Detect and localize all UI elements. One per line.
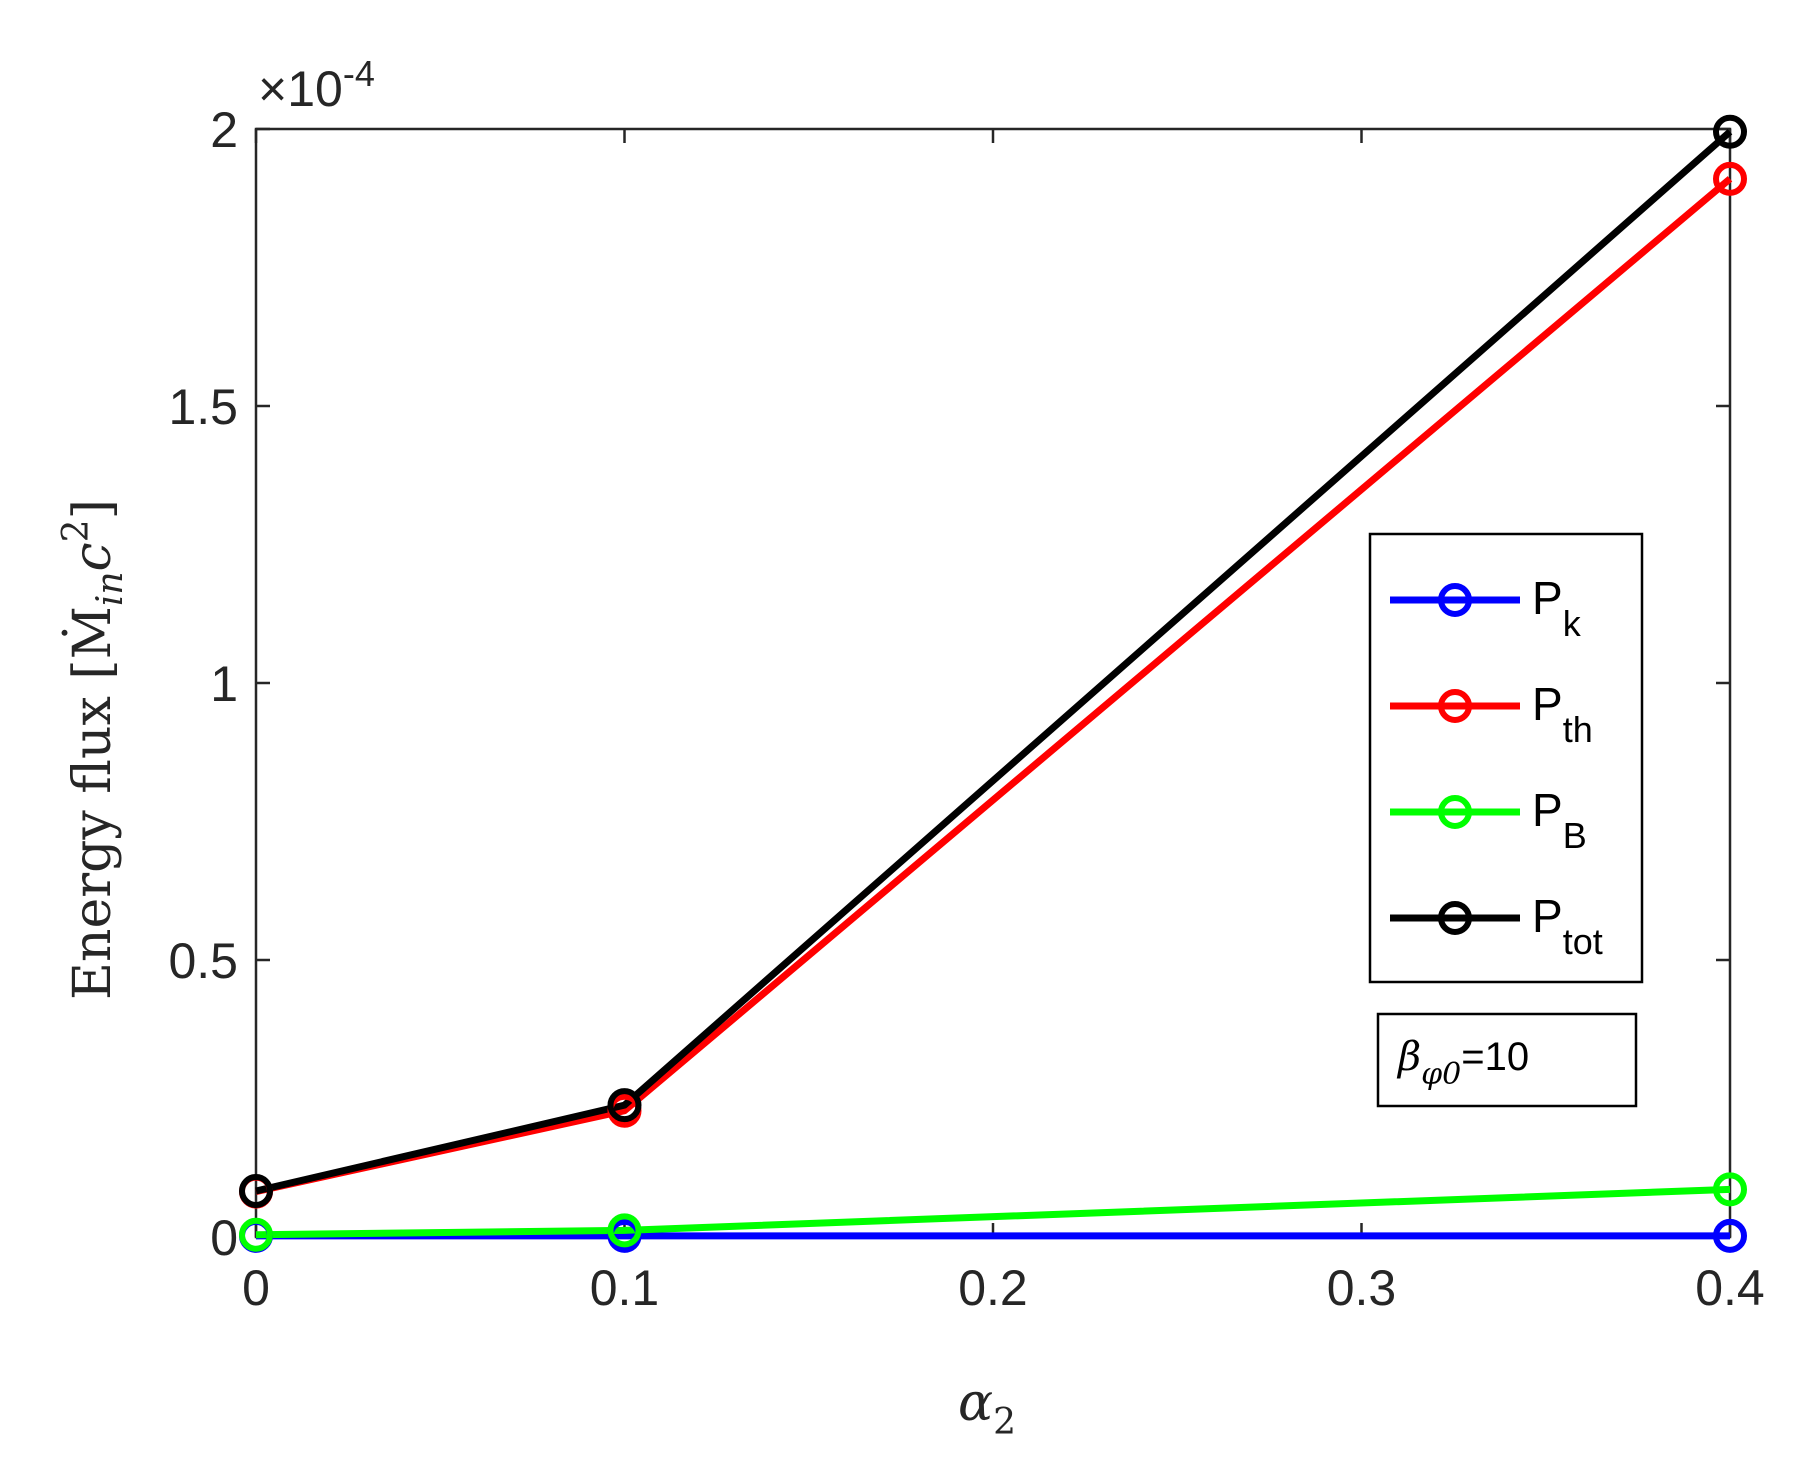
annotation-value: =10 bbox=[1461, 1035, 1529, 1079]
annotation-box bbox=[1376, 1012, 1638, 1108]
series-markers bbox=[239, 114, 1747, 1253]
annotation-sub: φ0 bbox=[1421, 1057, 1461, 1092]
legend-swatch-marker bbox=[1438, 689, 1472, 723]
series-point-B bbox=[1713, 1172, 1747, 1207]
legend-label: PB bbox=[1532, 784, 1587, 856]
annotation-text: βφ0=10 bbox=[1396, 1034, 1529, 1092]
legend-label: Pk bbox=[1532, 572, 1582, 644]
x-axis-label: α2 bbox=[958, 1373, 1016, 1443]
legend-label-main: P bbox=[1532, 890, 1563, 942]
series-point-tot bbox=[607, 1088, 642, 1123]
series-line-B bbox=[255, 1185, 1731, 1239]
series-point-tot bbox=[1713, 114, 1747, 149]
y-tick-label: 0.5 bbox=[168, 933, 238, 989]
legend-label-sub: k bbox=[1563, 603, 1582, 644]
legend-label: Ptot bbox=[1532, 890, 1603, 962]
legend-box bbox=[1368, 532, 1644, 984]
parameter-annotation: βφ0=10 bbox=[1376, 1012, 1638, 1108]
series-lines bbox=[255, 129, 1733, 1240]
legend-label: Pth bbox=[1532, 678, 1593, 750]
y-axis-label-close: ] bbox=[63, 499, 123, 519]
legend-swatch-marker bbox=[1438, 795, 1472, 829]
x-tick-label: 0.1 bbox=[590, 1260, 660, 1316]
legend-label-sub: tot bbox=[1563, 921, 1603, 962]
series-line-tot bbox=[255, 129, 1733, 1195]
y-axis-label-main: Energy flux [Ṁ bbox=[62, 606, 123, 1000]
legend-label-main: P bbox=[1532, 784, 1563, 836]
series-point-B bbox=[239, 1217, 273, 1252]
y-tick-label: 1.5 bbox=[168, 379, 238, 435]
legend-label-main: P bbox=[1532, 678, 1563, 730]
series-point-k bbox=[1713, 1218, 1747, 1253]
series-point-B bbox=[607, 1213, 642, 1248]
x-tick-label: 0.2 bbox=[958, 1260, 1028, 1316]
y-tick-labels: 0 0.5 1 1.5 2 bbox=[168, 102, 238, 1266]
x-tick-label: 0 bbox=[242, 1260, 270, 1316]
series-point-th bbox=[1713, 161, 1747, 196]
y-tick-label: 0 bbox=[210, 1210, 238, 1266]
y-tick-label: 1 bbox=[210, 656, 238, 712]
series-point-tot bbox=[239, 1174, 273, 1209]
y-tick-label: 2 bbox=[210, 102, 238, 158]
annotation-symbol: β bbox=[1396, 1034, 1421, 1080]
x-axis-label-main: α bbox=[958, 1373, 993, 1433]
y-exponent-power: -4 bbox=[343, 53, 375, 94]
y-axis-label-tail: c bbox=[63, 542, 123, 571]
y-axis-label-sup: 2 bbox=[56, 519, 97, 542]
x-tick-labels: 0 0.1 0.2 0.3 0.4 bbox=[242, 1260, 1765, 1316]
x-tick-label: 0.3 bbox=[1327, 1260, 1397, 1316]
y-axis-label: Energy flux [Ṁinc2] bbox=[56, 499, 131, 1000]
legend-swatch-marker bbox=[1438, 583, 1472, 617]
x-tick-label: 0.4 bbox=[1695, 1260, 1765, 1316]
legend-label-main: P bbox=[1532, 572, 1563, 624]
legend-label-sub: B bbox=[1563, 815, 1587, 856]
y-exponent-base: ×10 bbox=[258, 61, 343, 117]
y-exponent-label: ×10-4 bbox=[258, 53, 375, 117]
x-axis-label-sub: 2 bbox=[993, 1402, 1016, 1443]
legend-swatch-marker bbox=[1438, 901, 1472, 935]
legend-label-sub: th bbox=[1563, 709, 1593, 750]
y-axis-label-sub: in bbox=[90, 571, 131, 606]
